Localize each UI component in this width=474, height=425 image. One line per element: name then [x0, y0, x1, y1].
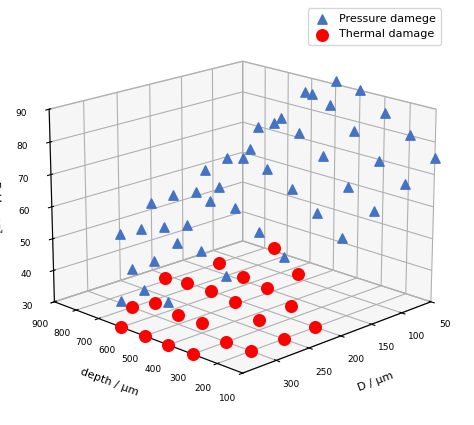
Y-axis label: depth / μm: depth / μm: [79, 366, 140, 397]
Legend: Pressure damege, Thermal damage: Pressure damege, Thermal damage: [308, 8, 441, 45]
X-axis label: D / μm: D / μm: [356, 371, 395, 393]
